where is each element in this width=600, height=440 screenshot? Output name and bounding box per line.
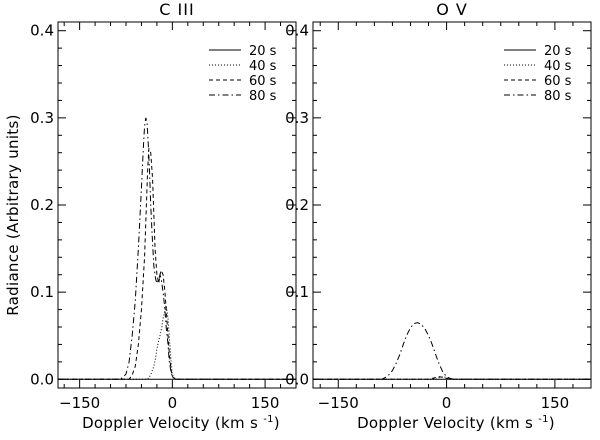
legend-label: 80 s bbox=[544, 89, 572, 104]
y-tick-label: 0.1 bbox=[285, 283, 309, 301]
y-tick-label: 0.2 bbox=[285, 196, 309, 214]
x-axis-title-superscript: -1 bbox=[538, 414, 549, 425]
legend-label: 40 s bbox=[249, 59, 277, 74]
x-axis-title-superscript: -1 bbox=[263, 414, 274, 425]
x-tick-label: 0 bbox=[442, 394, 452, 412]
y-tick-label: 0.2 bbox=[30, 196, 54, 214]
legend-label: 40 s bbox=[544, 59, 572, 74]
x-tick-label: 150 bbox=[251, 394, 280, 412]
x-tick-label: −150 bbox=[59, 394, 100, 412]
x-axis-title-main: Doppler Velocity (km s bbox=[357, 414, 538, 432]
series-line-80s bbox=[313, 322, 591, 380]
legend-label: 80 s bbox=[249, 89, 277, 104]
y-tick-label: 0.3 bbox=[285, 109, 309, 127]
series-line-80s bbox=[58, 117, 296, 380]
x-tick-label: 150 bbox=[541, 394, 570, 412]
y-tick-label: 0.4 bbox=[285, 22, 309, 40]
series-line-60s bbox=[58, 148, 296, 380]
y-tick-label: 0.3 bbox=[30, 109, 54, 127]
series-line-40s bbox=[313, 376, 591, 380]
x-tick-label: −150 bbox=[318, 394, 359, 412]
series-line-60s bbox=[313, 376, 591, 380]
x-tick-label: 0 bbox=[168, 394, 178, 412]
y-tick-label: 0.0 bbox=[285, 370, 309, 388]
x-axis-title-close: ) bbox=[549, 414, 555, 432]
y-axis-title: Radiance (Arbitrary units) bbox=[4, 114, 22, 315]
x-axis-title: Doppler Velocity (km s -1) bbox=[357, 414, 555, 432]
chart-title: C III bbox=[159, 0, 194, 19]
chart-panel-2: O V −150 0 150 0.0 0.1 0.2 0.3 0.4 Doppler Veloci… bbox=[285, 0, 592, 432]
legend-label: 60 s bbox=[249, 74, 277, 89]
x-axis-title-main: Doppler Velocity (km s bbox=[82, 414, 263, 432]
y-tick-label: 0.1 bbox=[30, 283, 54, 301]
chart-title: O V bbox=[436, 0, 468, 19]
chart-panel-1: C III −150 0 150 0.0 0.1 0.2 0.3 0.4 Doppler Velo… bbox=[4, 0, 297, 432]
legend-label: 60 s bbox=[544, 74, 572, 89]
x-axis-title-close: ) bbox=[274, 414, 280, 432]
series-line-40s bbox=[58, 305, 296, 380]
x-axis-title: Doppler Velocity (km s -1) bbox=[82, 414, 280, 432]
y-tick-label: 0.4 bbox=[30, 22, 54, 40]
legend-label: 20 s bbox=[544, 44, 572, 59]
legend-label: 20 s bbox=[249, 44, 277, 59]
y-tick-label: 0.0 bbox=[30, 370, 54, 388]
